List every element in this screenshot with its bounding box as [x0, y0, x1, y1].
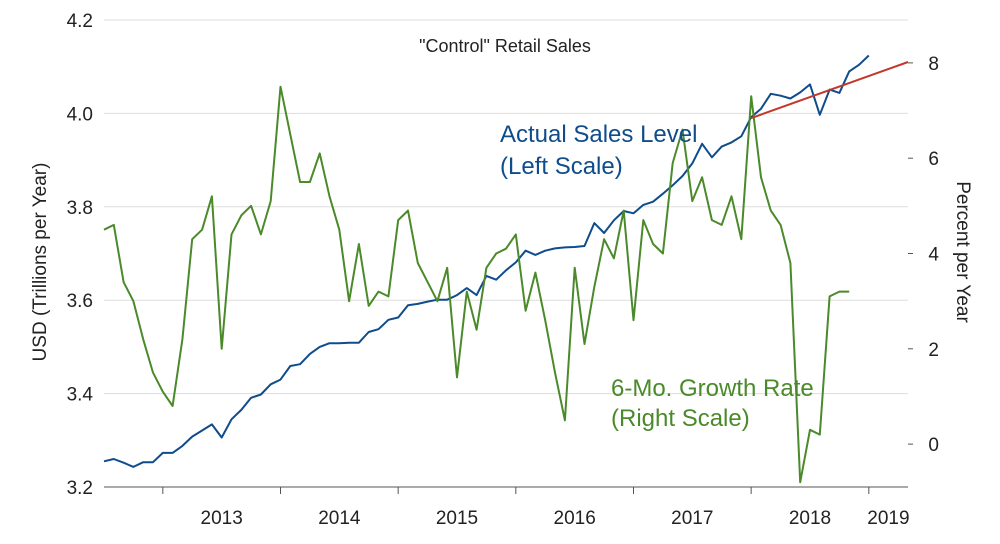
sales-line — [103, 54, 870, 468]
right-tick-6: 6 — [928, 149, 939, 170]
left-tick-3.2: 3.2 — [67, 478, 93, 499]
left-axis-title: USD (Trillions per Year) — [30, 163, 51, 362]
left-tick-4.2: 4.2 — [67, 11, 93, 32]
right-tick-8: 8 — [928, 54, 939, 75]
sales-label-line2: (Left Scale) — [500, 153, 623, 180]
x-tick-2013: 2013 — [201, 508, 243, 529]
right-tick-2: 2 — [928, 340, 939, 361]
growth-label-line1: 6-Mo. Growth Rate — [611, 375, 814, 402]
x-tick-2017: 2017 — [671, 508, 713, 529]
x-tick-2019: 2019 — [867, 508, 909, 529]
right-axis-title: Percent per Year — [952, 181, 973, 323]
chart-title: "Control" Retail Sales — [419, 36, 591, 56]
left-tick-3.6: 3.6 — [67, 291, 93, 312]
x-tick-2015: 2015 — [436, 508, 478, 529]
x-axis: 2013 2014 2015 2016 2017 2018 2019 — [104, 486, 910, 529]
left-y-axis: 3.2 3.4 3.6 3.8 4.0 4.2 — [67, 11, 94, 499]
series-lines — [103, 54, 909, 484]
left-tick-3.8: 3.8 — [67, 198, 93, 219]
sales-label-line1: Actual Sales Level — [500, 121, 697, 148]
trend-line — [750, 61, 909, 120]
x-tick-2014: 2014 — [318, 508, 361, 529]
x-tick-2018: 2018 — [789, 508, 831, 529]
left-tick-3.4: 3.4 — [67, 385, 94, 406]
right-tick-4: 4 — [928, 245, 939, 266]
left-tick-4.0: 4.0 — [67, 104, 93, 125]
growth-line — [103, 85, 850, 484]
right-y-axis: 0 2 4 6 8 — [908, 54, 939, 456]
right-tick-0: 0 — [928, 435, 939, 456]
growth-label-line2: (Right Scale) — [611, 405, 750, 432]
x-tick-2016: 2016 — [554, 508, 596, 529]
